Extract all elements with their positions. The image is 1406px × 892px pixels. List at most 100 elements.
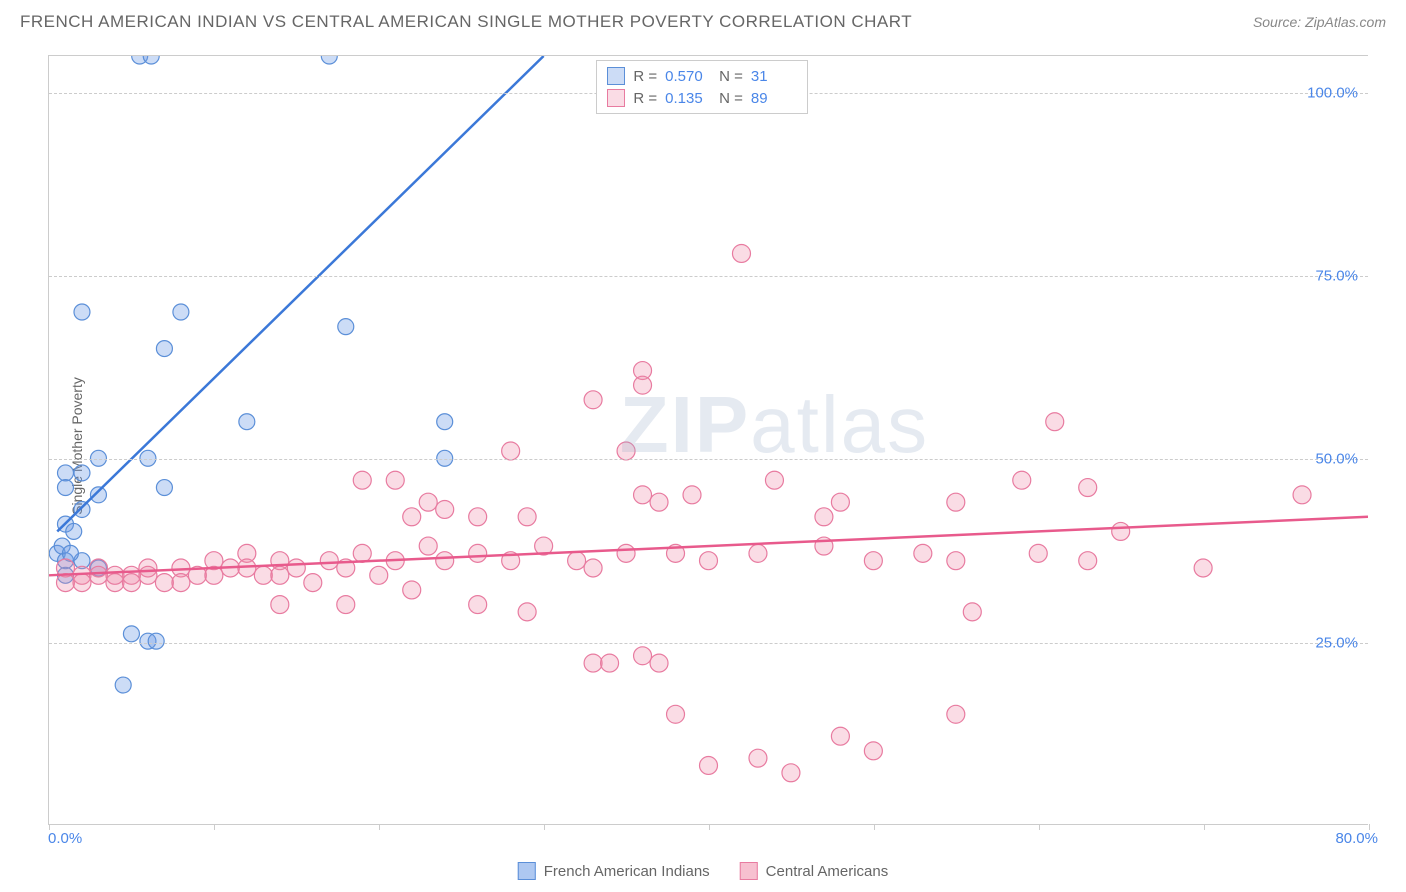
scatter-point	[353, 471, 371, 489]
scatter-point	[1079, 479, 1097, 497]
scatter-point	[765, 471, 783, 489]
scatter-point	[831, 727, 849, 745]
scatter-point	[700, 757, 718, 775]
scatter-point	[115, 677, 131, 693]
scatter-point	[617, 442, 635, 460]
stat-r-value: 0.135	[665, 90, 711, 107]
chart-source: Source: ZipAtlas.com	[1253, 14, 1386, 30]
scatter-point	[156, 341, 172, 357]
scatter-point	[732, 245, 750, 263]
scatter-point	[502, 442, 520, 460]
scatter-point	[57, 465, 73, 481]
x-tick	[544, 824, 545, 830]
x-tick-label-max: 80.0%	[1335, 830, 1378, 847]
scatter-point	[56, 574, 74, 592]
legend-swatch-icon	[740, 862, 758, 880]
stat-n-value: 89	[751, 90, 797, 107]
stat-n-label: N =	[719, 90, 743, 107]
stats-row: R = 0.570 N = 31	[597, 65, 807, 87]
stat-r-value: 0.570	[665, 68, 711, 85]
scatter-point	[436, 552, 454, 570]
scatter-point	[139, 566, 157, 584]
scatter-svg	[49, 56, 1368, 824]
stat-r-label: R =	[633, 68, 657, 85]
scatter-point	[650, 654, 668, 672]
scatter-point	[90, 450, 106, 466]
gridline	[49, 276, 1368, 277]
scatter-point	[419, 493, 437, 511]
scatter-point	[437, 450, 453, 466]
scatter-point	[321, 56, 337, 64]
scatter-point	[667, 705, 685, 723]
scatter-point	[700, 552, 718, 570]
scatter-point	[143, 56, 159, 64]
stat-n-label: N =	[719, 68, 743, 85]
scatter-point	[74, 304, 90, 320]
legend-item: French American Indians	[518, 862, 710, 880]
scatter-point	[518, 508, 536, 526]
scatter-point	[749, 544, 767, 562]
scatter-point	[584, 391, 602, 409]
scatter-point	[947, 493, 965, 511]
stat-r-label: R =	[633, 90, 657, 107]
scatter-point	[650, 493, 668, 511]
scatter-point	[1079, 552, 1097, 570]
scatter-point	[140, 450, 156, 466]
y-tick-label: 50.0%	[1315, 451, 1358, 468]
scatter-point	[469, 508, 487, 526]
scatter-point	[831, 493, 849, 511]
chart-title: FRENCH AMERICAN INDIAN VS CENTRAL AMERIC…	[20, 12, 912, 32]
legend-swatch-icon	[607, 89, 625, 107]
scatter-point	[123, 626, 139, 642]
y-tick-label: 25.0%	[1315, 634, 1358, 651]
scatter-point	[963, 603, 981, 621]
scatter-point	[782, 764, 800, 782]
gridline	[49, 643, 1368, 644]
scatter-point	[74, 502, 90, 518]
x-tick	[379, 824, 380, 830]
scatter-point	[617, 544, 635, 562]
scatter-point	[947, 705, 965, 723]
x-tick	[874, 824, 875, 830]
legend-label: French American Indians	[544, 863, 710, 880]
legend-item: Central Americans	[740, 862, 889, 880]
scatter-point	[749, 749, 767, 767]
correlation-stats-box: R = 0.570 N = 31 R = 0.135 N = 89	[596, 60, 808, 114]
scatter-point	[1029, 544, 1047, 562]
scatter-point	[90, 487, 106, 503]
scatter-point	[683, 486, 701, 504]
scatter-point	[254, 566, 272, 584]
scatter-point	[1046, 413, 1064, 431]
scatter-point	[815, 508, 833, 526]
scatter-point	[419, 537, 437, 555]
x-tick	[1039, 824, 1040, 830]
y-tick-label: 75.0%	[1315, 268, 1358, 285]
scatter-point	[1194, 559, 1212, 577]
scatter-point	[353, 544, 371, 562]
scatter-point	[106, 566, 124, 584]
scatter-point	[469, 596, 487, 614]
scatter-point	[271, 596, 289, 614]
scatter-point	[568, 552, 586, 570]
scatter-point	[148, 633, 164, 649]
stats-row: R = 0.135 N = 89	[597, 87, 807, 109]
scatter-point	[437, 414, 453, 430]
scatter-point	[370, 566, 388, 584]
stat-n-value: 31	[751, 68, 797, 85]
scatter-point	[287, 559, 305, 577]
scatter-point	[584, 559, 602, 577]
scatter-point	[337, 596, 355, 614]
scatter-point	[864, 742, 882, 760]
scatter-point	[66, 523, 82, 539]
scatter-point	[436, 501, 454, 519]
legend-label: Central Americans	[766, 863, 889, 880]
legend-swatch-icon	[607, 67, 625, 85]
scatter-point	[601, 654, 619, 672]
scatter-point	[239, 414, 255, 430]
scatter-point	[57, 480, 73, 496]
scatter-point	[386, 471, 404, 489]
y-tick-label: 100.0%	[1307, 84, 1358, 101]
gridline	[49, 459, 1368, 460]
scatter-point	[403, 581, 421, 599]
scatter-point	[320, 552, 338, 570]
